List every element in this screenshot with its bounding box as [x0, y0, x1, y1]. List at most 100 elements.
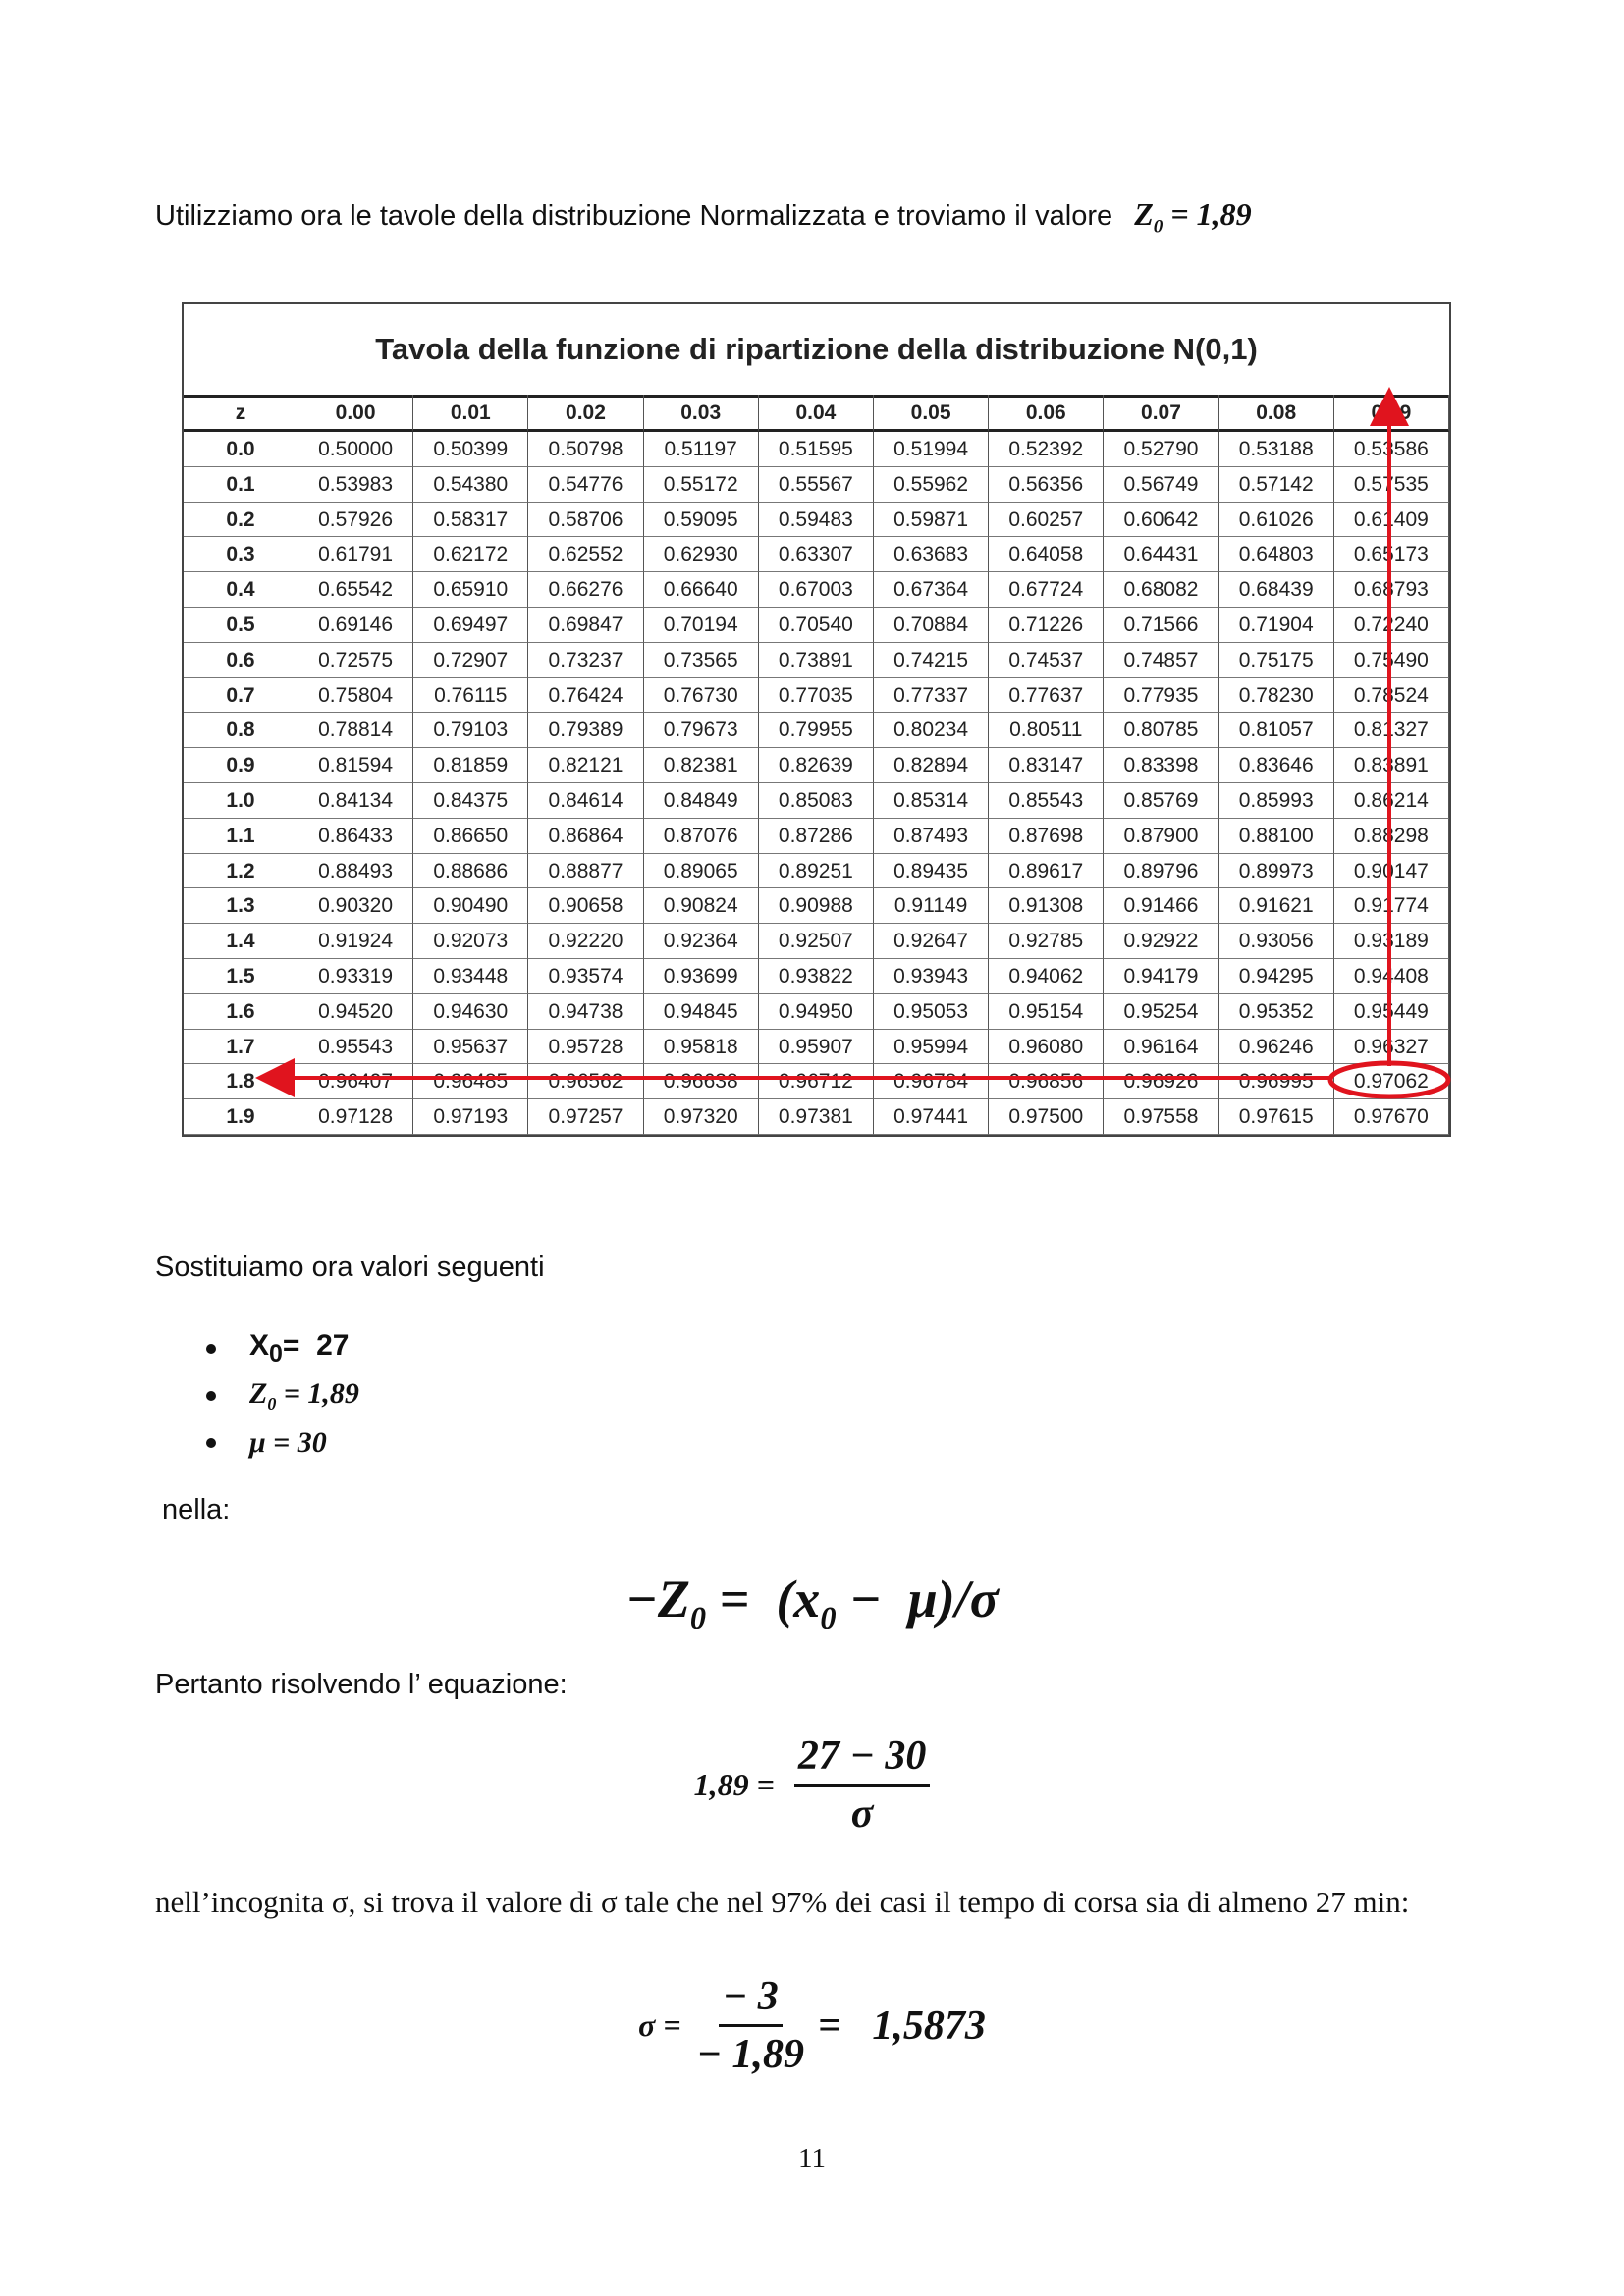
table-cell: 0.92507 — [758, 924, 874, 959]
table-cell: 0.87286 — [758, 818, 874, 854]
table-cell: 0.94062 — [989, 959, 1105, 994]
row-label: 1.8 — [184, 1064, 298, 1100]
math-part: Z — [249, 1377, 268, 1410]
bullet-formula: Z0 = 1,89 — [249, 1377, 359, 1415]
table-cell: 0.83147 — [989, 748, 1105, 783]
table-cell: 0.53983 — [298, 466, 414, 503]
table-cell: 0.97558 — [1104, 1099, 1219, 1135]
table-cell: 0.83646 — [1218, 748, 1334, 783]
math-part: = 1,89 — [1163, 196, 1252, 232]
table-cell: 0.67724 — [989, 572, 1105, 608]
math-part: = (x — [706, 1570, 821, 1629]
table-cell: 0.70194 — [643, 608, 759, 643]
column-header: 0.01 — [413, 395, 529, 432]
row-label: 0.8 — [184, 713, 298, 749]
table-cell: 0.71566 — [1104, 608, 1219, 643]
row-label: 1.6 — [184, 993, 298, 1030]
table-cell: 0.93822 — [758, 959, 874, 994]
table-cell: 0.51994 — [874, 432, 990, 467]
table-cell: 0.96246 — [1218, 1029, 1334, 1065]
table-cell: 0.57142 — [1218, 466, 1334, 503]
table-cell: 0.59871 — [874, 502, 990, 538]
table-cell: 0.92073 — [413, 924, 529, 959]
table-cell: 0.55567 — [758, 466, 874, 503]
row-label: 0.3 — [184, 537, 298, 573]
table-cell: 0.94520 — [298, 993, 414, 1030]
table-cell: 0.66640 — [643, 572, 759, 608]
table-cell: 0.89973 — [1218, 853, 1334, 889]
table-cell: 0.97500 — [989, 1099, 1105, 1135]
row-label: 1.1 — [184, 818, 298, 854]
table-cell: 0.78814 — [298, 713, 414, 749]
table-cell: 0.71226 — [989, 608, 1105, 643]
table-cell: 0.60642 — [1104, 502, 1219, 538]
table-cell: 0.67364 — [874, 572, 990, 608]
table-cell: 0.89251 — [758, 853, 874, 889]
table-cell: 0.82894 — [874, 748, 990, 783]
subscript: 0 — [1153, 216, 1164, 238]
table-cell: 0.80234 — [874, 713, 990, 749]
table-cell: 0.62930 — [643, 537, 759, 573]
table-cell: 0.69497 — [413, 608, 529, 643]
table-cell: 0.55962 — [874, 466, 990, 503]
table-cell: 0.93574 — [528, 959, 644, 994]
table-cell: 0.81859 — [413, 748, 529, 783]
table-cell: 0.50399 — [413, 432, 529, 467]
fraction-2-den: − 1,89 — [696, 2032, 804, 2077]
table-cell: 0.88877 — [528, 853, 644, 889]
table-cell: 0.71904 — [1218, 608, 1334, 643]
column-header: 0.02 — [528, 395, 644, 432]
table-cell: 0.89435 — [874, 853, 990, 889]
table-cell: 0.68082 — [1104, 572, 1219, 608]
table-cell: 0.96638 — [643, 1064, 759, 1100]
table-cell: 0.68439 — [1218, 572, 1334, 608]
row-label: 1.9 — [184, 1099, 298, 1135]
subscript: 0 — [269, 1340, 283, 1367]
equation: −Z0 = (x0 − μ)/σ — [0, 1569, 1624, 1637]
table-cell: 0.72907 — [413, 642, 529, 678]
table-cell: 0.52392 — [989, 432, 1105, 467]
table-cell: 0.59483 — [758, 502, 874, 538]
bullet-item: Z0 = 1,89 — [206, 1372, 359, 1419]
table-cell: 0.85993 — [1218, 783, 1334, 819]
table-cell: 0.93189 — [1333, 924, 1449, 959]
bullet-item: X0= 27 — [206, 1325, 359, 1372]
normal-table: Tavola della funzione di ripartizione de… — [182, 302, 1451, 1137]
conclusion-text: nell’incognita σ, si trova il valore di … — [155, 1885, 1410, 1919]
table-cell: 0.93319 — [298, 959, 414, 994]
table-cell: 0.66276 — [528, 572, 644, 608]
column-header: 0.04 — [758, 395, 874, 432]
table-cell: 0.91308 — [989, 888, 1105, 925]
table-cell: 0.64058 — [989, 537, 1105, 573]
table-cell: 0.96712 — [758, 1064, 874, 1100]
table-cell: 0.94845 — [643, 993, 759, 1030]
intro-formula: Z0 = 1,89 — [1134, 196, 1252, 237]
bullet-dot — [206, 1438, 216, 1448]
table-cell: 0.65542 — [298, 572, 414, 608]
table-cell: 0.84614 — [528, 783, 644, 819]
table-cell: 0.96562 — [528, 1064, 644, 1100]
table-cell: 0.53586 — [1333, 432, 1449, 467]
table-cell: 0.95254 — [1104, 993, 1219, 1030]
table-cell: 0.77935 — [1104, 677, 1219, 714]
table-cell: 0.87493 — [874, 818, 990, 854]
math-part: X — [249, 1329, 270, 1362]
table-cell: 0.96164 — [1104, 1029, 1219, 1065]
row-label: 0.2 — [184, 502, 298, 538]
row-label: 0.5 — [184, 608, 298, 643]
table-cell: 0.94738 — [528, 993, 644, 1030]
table-cell: 0.76730 — [643, 677, 759, 714]
table-cell: 0.90658 — [528, 888, 644, 925]
table-cell: 0.65910 — [413, 572, 529, 608]
table-cell: 0.90490 — [413, 888, 529, 925]
table-cell: 0.64803 — [1218, 537, 1334, 573]
table-cell: 0.50798 — [528, 432, 644, 467]
table-cell: 0.97320 — [643, 1099, 759, 1135]
table-cell: 0.75804 — [298, 677, 414, 714]
table-cell: 0.70884 — [874, 608, 990, 643]
table-cell: 0.77637 — [989, 677, 1105, 714]
table-cell: 0.97441 — [874, 1099, 990, 1135]
table-cell: 0.73891 — [758, 642, 874, 678]
table-cell: 0.86433 — [298, 818, 414, 854]
